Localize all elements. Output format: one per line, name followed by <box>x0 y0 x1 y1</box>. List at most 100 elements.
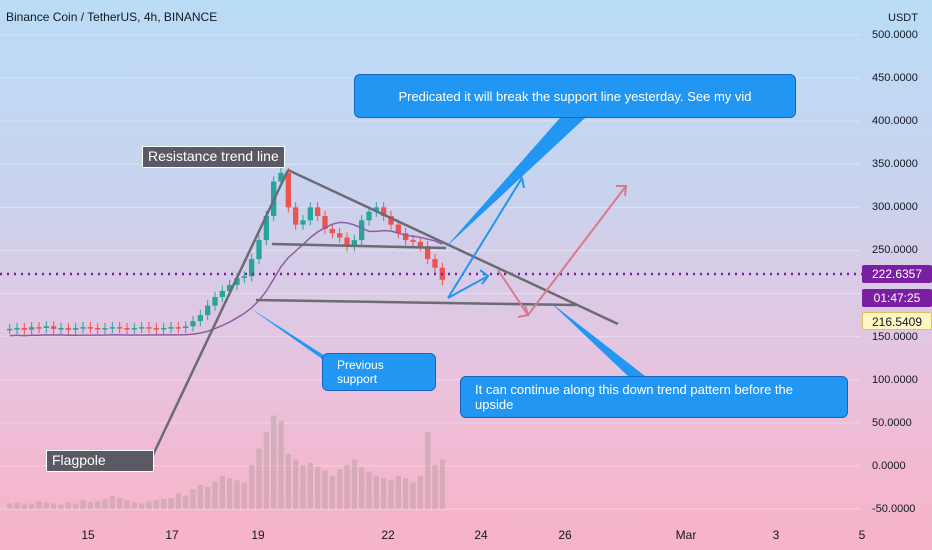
volume-bar <box>190 489 196 509</box>
volume-bar <box>410 482 416 509</box>
price-tick-label: 150.0000 <box>872 330 918 343</box>
volume-bar <box>381 478 387 509</box>
volume-bar <box>36 501 42 509</box>
volume-bar <box>337 469 343 509</box>
resistance-label[interactable]: Resistance trend line <box>142 146 285 168</box>
price-tick-label: 350.0000 <box>872 158 918 171</box>
time-tick-label: 17 <box>165 528 179 542</box>
volume-bar <box>139 503 145 509</box>
low-marker-badge: 216.5409 <box>862 312 932 330</box>
volume-bar <box>87 502 93 509</box>
candle-body <box>58 328 64 330</box>
candle-body <box>366 211 372 221</box>
candle-body <box>300 220 306 225</box>
volume-bar <box>58 504 64 509</box>
volume-bar <box>21 504 27 509</box>
volume-bar <box>102 499 108 509</box>
candle-body <box>14 328 20 330</box>
volume-bar <box>14 502 20 509</box>
candle-body <box>131 328 137 330</box>
candle-body <box>359 220 365 241</box>
volume-bar <box>315 467 321 509</box>
projection-arrow <box>447 275 489 299</box>
volume-bar <box>153 500 159 509</box>
candle-body <box>139 327 145 329</box>
volume-bar <box>234 480 240 509</box>
symbol-title: Binance Coin / TetherUS, 4h, BINANCE <box>6 10 218 24</box>
price-tick-label: -50.0000 <box>872 503 916 515</box>
price-tick-label: 50.0000 <box>872 416 912 429</box>
volume-bar <box>95 501 101 509</box>
volume-bar <box>322 470 328 509</box>
candle-body <box>43 326 49 329</box>
upper-support-line <box>271 242 447 250</box>
candle-body <box>190 321 196 327</box>
bar-countdown-badge: 01:47:25 <box>862 289 932 307</box>
candle-body <box>315 207 321 216</box>
volume-bar <box>278 421 284 509</box>
volume-bar <box>351 459 357 509</box>
volume-bar <box>373 476 379 509</box>
candle-body <box>307 207 313 221</box>
candle-body <box>65 328 71 330</box>
candle-body <box>329 228 335 234</box>
volume-bar <box>109 495 115 509</box>
time-tick-label: 3 <box>772 528 780 542</box>
candle-body <box>153 328 159 330</box>
volume-bar <box>388 480 394 509</box>
candle-body <box>234 278 240 285</box>
time-tick-label: 22 <box>381 528 395 542</box>
price-tick-label: 250.0000 <box>872 244 918 257</box>
callout-break-support[interactable]: Predicated it will break the support lin… <box>354 74 796 118</box>
price-tick-label: 100.0000 <box>872 373 918 386</box>
candle-body <box>175 327 181 329</box>
time-tick-label: Mar <box>675 528 697 542</box>
candle-body <box>351 240 357 247</box>
candle-body <box>263 215 269 241</box>
candle-body <box>219 290 225 297</box>
candle-body <box>212 296 218 306</box>
resistance-trend-line <box>287 168 619 326</box>
callout-pointer <box>550 302 645 378</box>
time-tick-label: 15 <box>81 528 95 542</box>
candle-body <box>29 327 35 330</box>
volume-bar <box>285 454 291 509</box>
volume-bar <box>366 471 372 509</box>
last-price-badge: 222.6357 <box>862 265 932 283</box>
arrow-head <box>514 171 525 189</box>
candle-body <box>205 305 211 316</box>
price-tick-label: 400.0000 <box>872 115 918 128</box>
time-tick-label: 5 <box>858 528 866 542</box>
callout-pointer <box>250 308 335 368</box>
volume-bar <box>161 499 167 509</box>
callout-previous-support[interactable]: Previous support <box>322 353 436 391</box>
volume-bar <box>175 493 181 509</box>
volume-bar <box>219 476 225 509</box>
volume-bar <box>168 498 174 509</box>
volume-bar <box>403 478 409 509</box>
candle-body <box>403 233 409 241</box>
callout-down-trend[interactable]: It can continue along this down trend pa… <box>460 376 848 418</box>
candle-body <box>425 246 431 260</box>
volume-bar <box>300 465 306 509</box>
candle-body <box>36 327 42 329</box>
projection-arrow <box>447 177 523 299</box>
volume-bar <box>7 503 13 509</box>
currency-label: USDT <box>888 12 918 24</box>
arrow-head <box>479 269 490 285</box>
volume-bar <box>73 503 79 509</box>
price-tick-label: 450.0000 <box>872 72 918 85</box>
volume-bar <box>425 432 431 509</box>
arrow-head <box>517 304 530 318</box>
volume-bar <box>80 500 86 509</box>
flagpole-label[interactable]: Flagpole <box>46 450 154 472</box>
candle-body <box>241 276 247 279</box>
candle-body <box>395 224 401 234</box>
price-tick-label: 500.0000 <box>872 29 918 41</box>
volume-bar <box>205 487 211 509</box>
price-tick-label: 300.0000 <box>872 201 918 214</box>
volume-bar <box>439 459 445 509</box>
volume-bar <box>249 465 255 509</box>
volume-bar <box>124 500 130 509</box>
